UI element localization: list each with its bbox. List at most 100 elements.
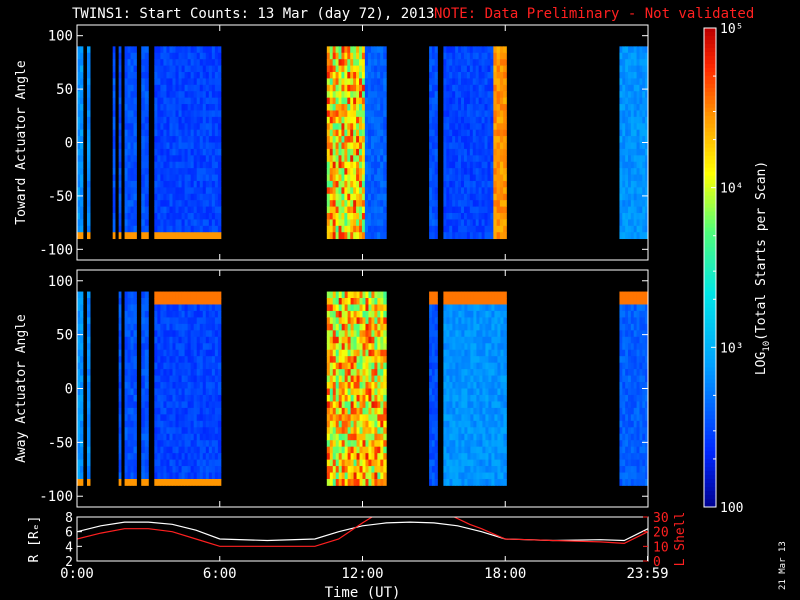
heatmap-cell — [187, 459, 192, 467]
heatmap-cell — [503, 65, 507, 73]
heatmap-cell — [118, 123, 122, 131]
heatmap-cell — [341, 148, 345, 156]
heatmap-cell — [193, 116, 198, 124]
heatmap-cell — [493, 78, 498, 86]
heatmap-cell — [353, 420, 357, 428]
heatmap-cell — [133, 478, 137, 486]
heatmap-cell — [434, 180, 438, 188]
heatmap-cell — [127, 343, 131, 351]
heatmap-cell — [469, 65, 474, 73]
heatmap-cell — [344, 362, 349, 370]
heatmap-cell — [190, 142, 195, 150]
heatmap-cell — [79, 219, 84, 227]
heatmap-cell — [205, 97, 210, 105]
heatmap-cell — [217, 459, 222, 467]
heatmap-cell — [361, 168, 366, 175]
heatmap-cell — [628, 59, 632, 66]
heatmap-cell — [488, 343, 492, 351]
heatmap-cell — [496, 180, 501, 188]
heatmap-cell — [429, 401, 433, 409]
heatmap-cell — [166, 59, 170, 66]
heatmap-cell — [630, 200, 635, 207]
heatmap-cell — [467, 369, 471, 376]
heatmap-cell — [196, 110, 201, 118]
heatmap-cell — [172, 369, 176, 376]
heatmap-cell — [491, 453, 495, 460]
heatmap-cell — [335, 180, 339, 188]
heatmap-cell — [482, 304, 486, 312]
heatmap-cell — [214, 161, 219, 169]
heatmap-cell — [141, 155, 146, 163]
heatmap-cell — [497, 478, 501, 486]
heatmap-cell — [449, 193, 453, 201]
heatmap-cell — [130, 123, 134, 131]
heatmap-cell — [341, 362, 346, 370]
heatmap-cell — [217, 433, 222, 441]
heatmap-cell — [475, 225, 480, 233]
heatmap-cell — [353, 142, 357, 150]
heatmap-cell — [470, 323, 474, 331]
heatmap-cell — [383, 291, 387, 299]
heatmap-cell — [493, 155, 498, 163]
heatmap-cell — [181, 472, 186, 480]
heatmap-cell — [455, 453, 459, 460]
heatmap-cell — [484, 193, 488, 201]
heatmap-cell — [475, 84, 480, 92]
heatmap-cell — [371, 362, 375, 370]
heatmap-cell — [466, 104, 471, 111]
heatmap-cell — [473, 336, 477, 344]
heatmap-cell — [154, 310, 158, 318]
heatmap-cell — [193, 110, 198, 118]
heatmap-cell — [645, 129, 649, 137]
heatmap-cell — [169, 317, 173, 325]
heatmap-cell — [619, 362, 623, 370]
heatmap-cell — [350, 459, 354, 467]
heatmap-cell — [645, 148, 649, 156]
heatmap-cell — [368, 317, 372, 325]
heatmap-cell — [383, 472, 387, 480]
heatmap-cell — [79, 414, 84, 422]
heatmap-cell — [178, 180, 182, 188]
heatmap-cell — [458, 382, 462, 389]
heatmap-cell — [347, 349, 351, 357]
heatmap-cell — [639, 200, 643, 207]
heatmap-cell — [196, 193, 201, 201]
heatmap-cell — [205, 478, 210, 486]
heatmap-cell — [458, 298, 462, 305]
heatmap-cell — [622, 84, 626, 92]
heatmap-cell — [431, 446, 436, 454]
heatmap-cell — [383, 84, 387, 92]
heatmap-cell — [160, 65, 164, 73]
heatmap-cell — [475, 136, 480, 143]
heatmap-cell — [431, 129, 436, 137]
heatmap-cell — [133, 298, 137, 305]
heatmap-cell — [503, 46, 507, 54]
heatmap-cell — [341, 206, 345, 214]
heatmap-cell — [452, 225, 456, 233]
heatmap-cell — [455, 219, 459, 227]
heatmap-cell — [350, 304, 354, 312]
heatmap-cell — [338, 317, 343, 325]
heatmap-cell — [458, 453, 462, 460]
heatmap-cell — [127, 453, 131, 460]
heatmap-cell — [490, 78, 494, 86]
heatmap-cell — [371, 52, 375, 60]
heatmap-cell — [344, 330, 349, 338]
heatmap-cell — [494, 336, 498, 344]
heatmap-cell — [172, 407, 176, 415]
heatmap-cell — [481, 161, 485, 169]
heatmap-cell — [374, 446, 378, 454]
heatmap-cell — [172, 155, 176, 163]
heatmap-cell — [356, 136, 360, 143]
heatmap-cell — [452, 72, 456, 79]
heatmap-cell — [619, 382, 623, 389]
heatmap-cell — [383, 407, 387, 415]
heatmap-cell — [214, 472, 219, 480]
heatmap-cell — [365, 382, 369, 389]
heatmap-cell — [461, 161, 465, 169]
heatmap-cell — [211, 375, 216, 383]
heatmap-cell — [484, 84, 488, 92]
heatmap-cell — [353, 401, 357, 409]
heatmap-cell — [642, 142, 646, 150]
heatmap-cell — [636, 46, 640, 54]
